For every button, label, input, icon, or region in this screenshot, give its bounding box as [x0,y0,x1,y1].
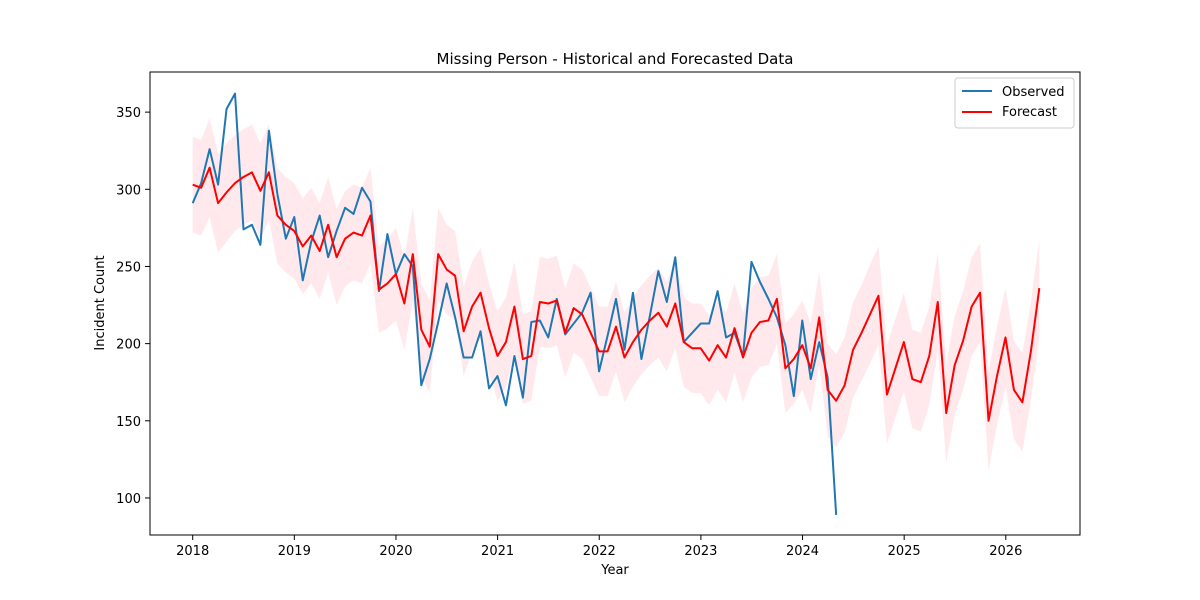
x-tick-label: 2026 [989,544,1022,559]
x-tick-label: 2018 [176,544,209,559]
plot-area: 2018 2019 2020 2021 2022 2023 2024 2025 2026 100 1… [116,71,1081,559]
y-tick-label: 150 [116,415,141,430]
plot-frame [149,71,1081,536]
legend-observed-label: Observed [1002,85,1065,100]
y-tick-label: 300 [116,183,141,198]
y-axis-label: Incident Count [93,255,108,350]
observed-line [191,92,838,516]
x-tick-label: 2019 [278,544,311,559]
x-tick-label: 2020 [379,544,412,559]
y-tick-label: 350 [116,106,141,121]
y-tick-label: 200 [116,338,141,353]
y-tick-label: 100 [116,492,141,507]
forecast-line [192,166,1041,422]
legend-forecast-label: Forecast [1002,105,1057,120]
y-tick-label: 250 [116,260,141,275]
legend: Observed Forecast [954,77,1075,129]
x-tick-label: 2023 [684,544,717,559]
x-axis-label: Year [600,563,629,578]
x-tick-label: 2021 [481,544,514,559]
x-tick-label: 2025 [888,544,921,559]
x-tick-label: 2024 [786,544,819,559]
x-tick-label: 2022 [583,544,616,559]
chart-title: Missing Person - Historical and Forecast… [437,50,794,68]
